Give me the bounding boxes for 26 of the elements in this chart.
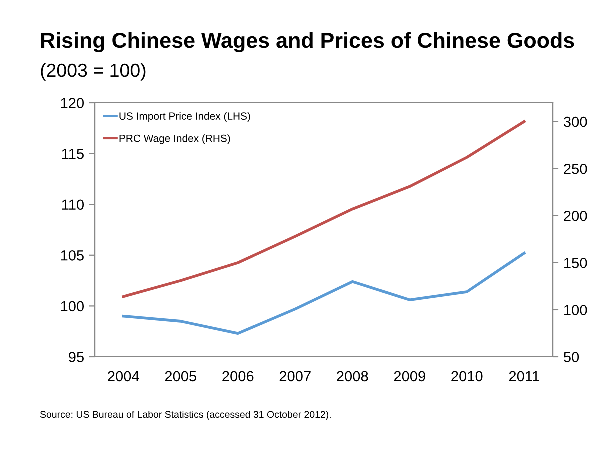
x-tick-label: 2006 (222, 371, 254, 382)
x-tick-label: 2010 (452, 371, 483, 382)
x-tick-label: 2008 (337, 371, 368, 382)
y2-tick-label: 300 (564, 116, 588, 128)
y-tick-label: 100 (61, 301, 84, 312)
x-tick-label: 2004 (108, 371, 140, 382)
x-tick-label: 2011 (509, 371, 540, 382)
source-note: Source: US Bureau of Labor Statistics (accessed 31 October 2012). (40, 410, 331, 420)
line-series (122, 252, 526, 336)
legend-label: PRC Wage Index (RHS) (120, 134, 230, 144)
y2-tick-label: 100 (564, 305, 588, 316)
x-tick-label: 2009 (394, 371, 426, 382)
chart-title: Rising Chinese Wages and Prices of Chinese Goods (41, 32, 574, 53)
y2-tick-label: 50 (564, 352, 580, 362)
legend-label: US Import Price Index (LHS) (120, 112, 250, 122)
x-tick-label: 2005 (165, 371, 196, 382)
y-tick-label: 110 (62, 200, 84, 210)
y-tick-label: 95 (69, 352, 84, 362)
y2-tick-label: 250 (564, 164, 588, 174)
y2-tick-label: 150 (564, 258, 588, 268)
y-tick-label: 105 (61, 250, 84, 261)
y2-tick-label: 200 (564, 210, 588, 222)
chart-subtitle: (2003 = 100) (41, 63, 146, 81)
y-tick-label: 115 (62, 149, 84, 160)
y-tick-label: 120 (61, 98, 84, 108)
x-tick-label: 2007 (280, 371, 311, 382)
